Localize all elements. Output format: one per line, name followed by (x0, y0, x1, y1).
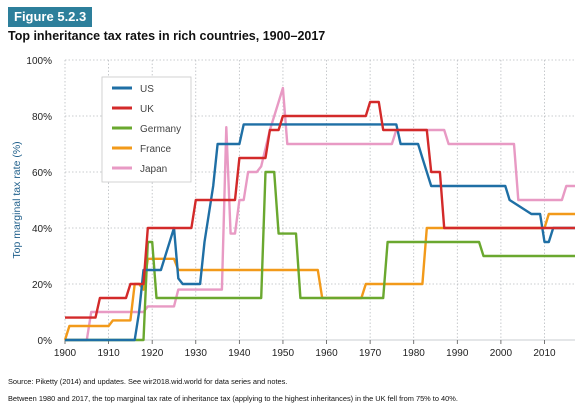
figure-number-badge: Figure 5.2.3 (8, 7, 93, 27)
series-line-japan (65, 86, 575, 342)
x-tick-label: 1910 (97, 348, 120, 359)
series-line-germany (65, 170, 575, 342)
caption-note: Between 1980 and 2017, the top marginal … (8, 394, 458, 403)
x-tick-label: 1990 (446, 348, 469, 359)
y-tick-label: 20% (32, 280, 52, 291)
legend-label: Japan (140, 164, 167, 175)
y-axis-label: Top marginal tax rate (%) (11, 141, 23, 258)
y-tick-label: 100% (26, 56, 52, 67)
x-tick-label: 1920 (141, 348, 164, 359)
y-tick-label: 0% (38, 336, 53, 347)
series-line-france (63, 212, 575, 341)
series-line-us (65, 123, 575, 342)
legend-label: UK (140, 104, 154, 115)
y-tick-label: 40% (32, 224, 52, 235)
series-line-uk (65, 100, 575, 319)
x-tick-label: 1930 (185, 348, 208, 359)
chart-grid (64, 59, 575, 344)
chart-axes: 0% 20% 40% 60% 80% 100% 1900 1910 1920 1930 1940 19… (11, 56, 556, 359)
inheritance-tax-chart: 0% 20% 40% 60% 80% 100% 1900 1910 1920 1930 1940 19… (11, 56, 575, 359)
y-tick-label: 60% (32, 168, 52, 179)
x-tick-label: 1960 (315, 348, 338, 359)
y-tick-label: 80% (32, 112, 52, 123)
chart-series (63, 86, 575, 342)
x-tick-label: 1970 (359, 348, 382, 359)
x-tick-label: 1980 (403, 348, 426, 359)
legend-label: France (140, 144, 172, 155)
chart-title: Top inheritance tax rates in rich countr… (8, 29, 326, 43)
legend-label: US (140, 84, 154, 95)
source-note: Source: Piketty (2014) and updates. See … (8, 377, 288, 386)
x-tick-label: 1900 (54, 348, 77, 359)
chart-legend: US UK Germany France Japan (112, 84, 181, 175)
x-tick-label: 1950 (272, 348, 295, 359)
x-tick-label: 2000 (490, 348, 513, 359)
x-tick-label: 1940 (228, 348, 251, 359)
legend-label: Germany (140, 124, 181, 135)
x-tick-label: 2010 (533, 348, 556, 359)
